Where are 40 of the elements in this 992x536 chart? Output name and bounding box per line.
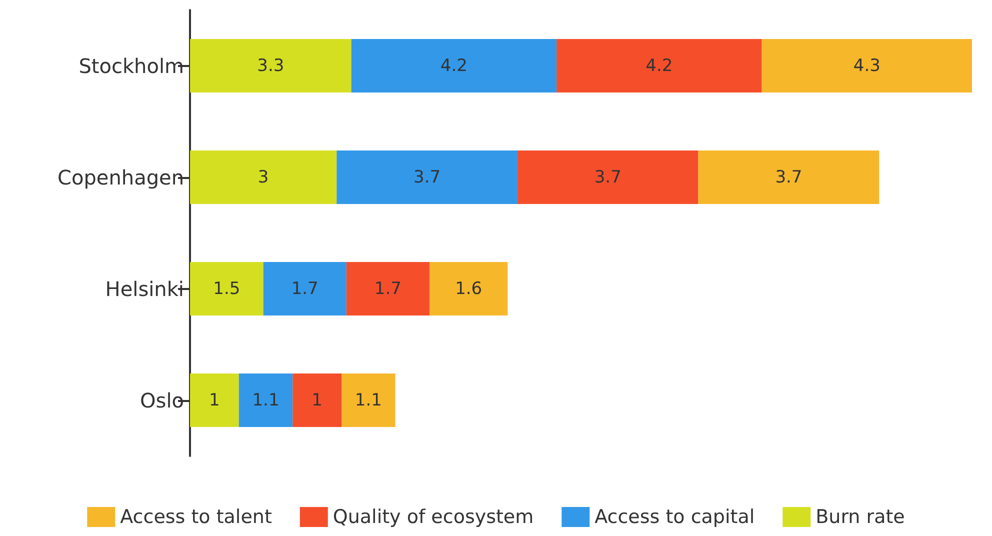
data-label: 1.6 — [455, 278, 482, 299]
y-tick-label: Helsinki — [105, 276, 184, 301]
data-label: 4.2 — [440, 56, 468, 76]
bar — [190, 38, 352, 93]
bar — [429, 262, 508, 316]
bar — [762, 38, 972, 93]
data-label: 1.7 — [291, 278, 318, 299]
y-tick-label: Copenhagen — [58, 165, 184, 190]
bar — [342, 373, 396, 428]
y-tick-label: Oslo — [140, 388, 184, 412]
bar — [517, 150, 698, 204]
bar — [346, 262, 430, 316]
bar — [263, 262, 346, 316]
bar — [336, 150, 518, 204]
y-tick-label: Stockholm — [78, 54, 184, 78]
legend-label: Access to capital — [594, 506, 755, 528]
legend-label: Access to talent — [120, 506, 272, 528]
data-label: 4.2 — [646, 56, 673, 76]
legend-label: Quality of ecosystem — [332, 506, 534, 528]
legend-label: Burn rate — [816, 506, 905, 528]
bar — [698, 150, 880, 204]
data-label: 1.5 — [213, 278, 240, 299]
data-label: 3.3 — [257, 56, 284, 76]
bar — [190, 150, 337, 204]
data-label: 1.7 — [374, 278, 402, 299]
data-label: 1 — [209, 390, 220, 410]
data-label: 1 — [312, 390, 322, 410]
bar — [238, 373, 293, 428]
bar — [556, 38, 762, 93]
data-label: 1.1 — [252, 390, 280, 410]
data-label: 1.1 — [354, 390, 382, 410]
bar — [351, 38, 557, 93]
data-label: 3.7 — [594, 167, 622, 188]
data-label: 3.7 — [414, 167, 441, 188]
bar — [190, 373, 239, 428]
data-label: 3.7 — [775, 167, 802, 188]
data-label: 3 — [258, 167, 269, 188]
bar — [190, 262, 264, 316]
bar — [292, 373, 342, 428]
data-label: 4.3 — [853, 56, 880, 76]
